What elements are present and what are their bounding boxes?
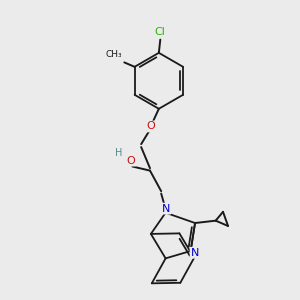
Text: H: H xyxy=(115,148,122,158)
Text: O: O xyxy=(146,122,155,131)
Text: Cl: Cl xyxy=(155,27,166,37)
Text: N: N xyxy=(190,248,199,258)
Text: N: N xyxy=(162,204,170,214)
Text: CH₃: CH₃ xyxy=(106,50,122,59)
Text: O: O xyxy=(127,156,135,166)
